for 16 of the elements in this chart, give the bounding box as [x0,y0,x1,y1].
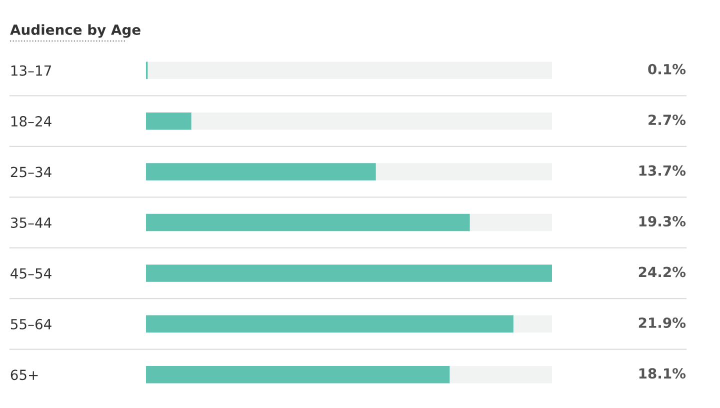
y-tick-label: 25–34 [10,166,52,178]
data-label: 2.7% [648,114,686,126]
y-tick-label: 35–44 [10,217,52,228]
data-label: 21.9% [638,317,686,328]
data-label: 13.7% [639,165,686,176]
y-tick-label: 55–64 [10,318,52,330]
y-tick-label: 45–54 [10,268,52,279]
y-tick-label: 13–17 [11,65,51,76]
data-label: 19.3% [639,216,686,227]
data-label: 24.2% [638,266,686,278]
y-tick-label: 65+ [10,370,38,380]
chart-title: Audience by Age [10,24,140,38]
data-label: 0.1% [648,64,686,74]
bar [146,112,192,130]
data-label: 18.1% [639,368,686,379]
y-tick-label: 18–24 [11,116,52,127]
